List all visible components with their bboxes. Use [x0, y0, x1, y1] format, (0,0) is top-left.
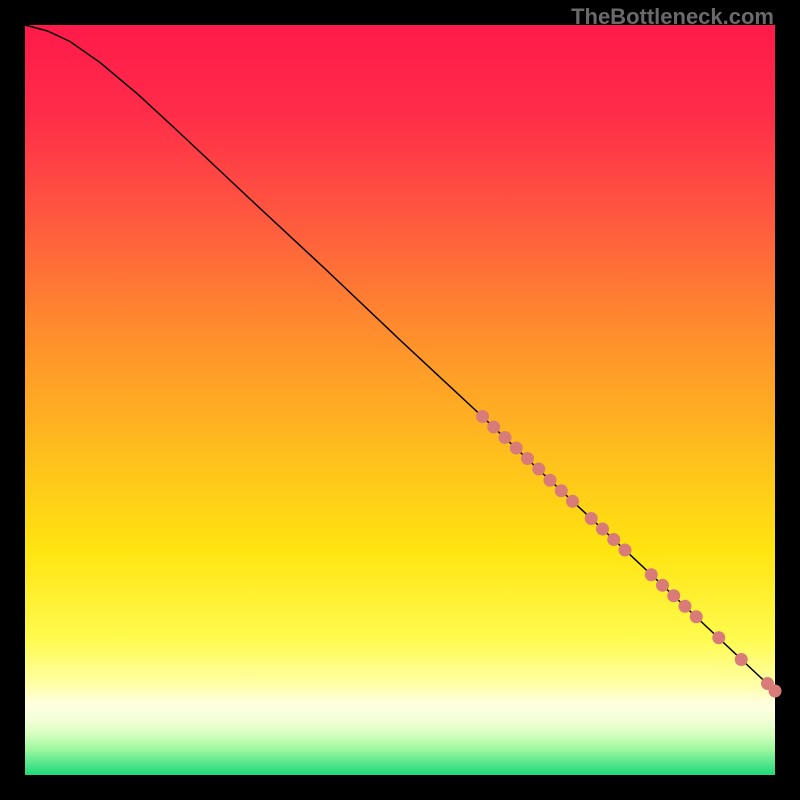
- marker-point: [690, 610, 703, 623]
- marker-point: [521, 452, 534, 465]
- marker-point: [555, 484, 568, 497]
- marker-point: [607, 533, 620, 546]
- marker-point: [499, 431, 512, 444]
- marker-point: [596, 523, 609, 536]
- marker-point: [656, 579, 669, 592]
- marker-point: [487, 421, 500, 434]
- marker-point: [679, 600, 692, 613]
- marker-point: [566, 495, 579, 508]
- marker-point: [619, 544, 632, 557]
- marker-point: [667, 589, 680, 602]
- watermark-text: TheBottleneck.com: [571, 4, 774, 30]
- marker-point: [544, 474, 557, 487]
- marker-point: [645, 568, 658, 581]
- marker-point: [712, 631, 725, 644]
- marker-point: [735, 653, 748, 666]
- marker-point: [476, 410, 489, 423]
- plot-area: [25, 25, 775, 775]
- marker-point: [532, 463, 545, 476]
- marker-point: [585, 512, 598, 525]
- chart-overlay: [25, 25, 775, 775]
- marker-point: [769, 685, 782, 698]
- marker-point: [510, 442, 523, 455]
